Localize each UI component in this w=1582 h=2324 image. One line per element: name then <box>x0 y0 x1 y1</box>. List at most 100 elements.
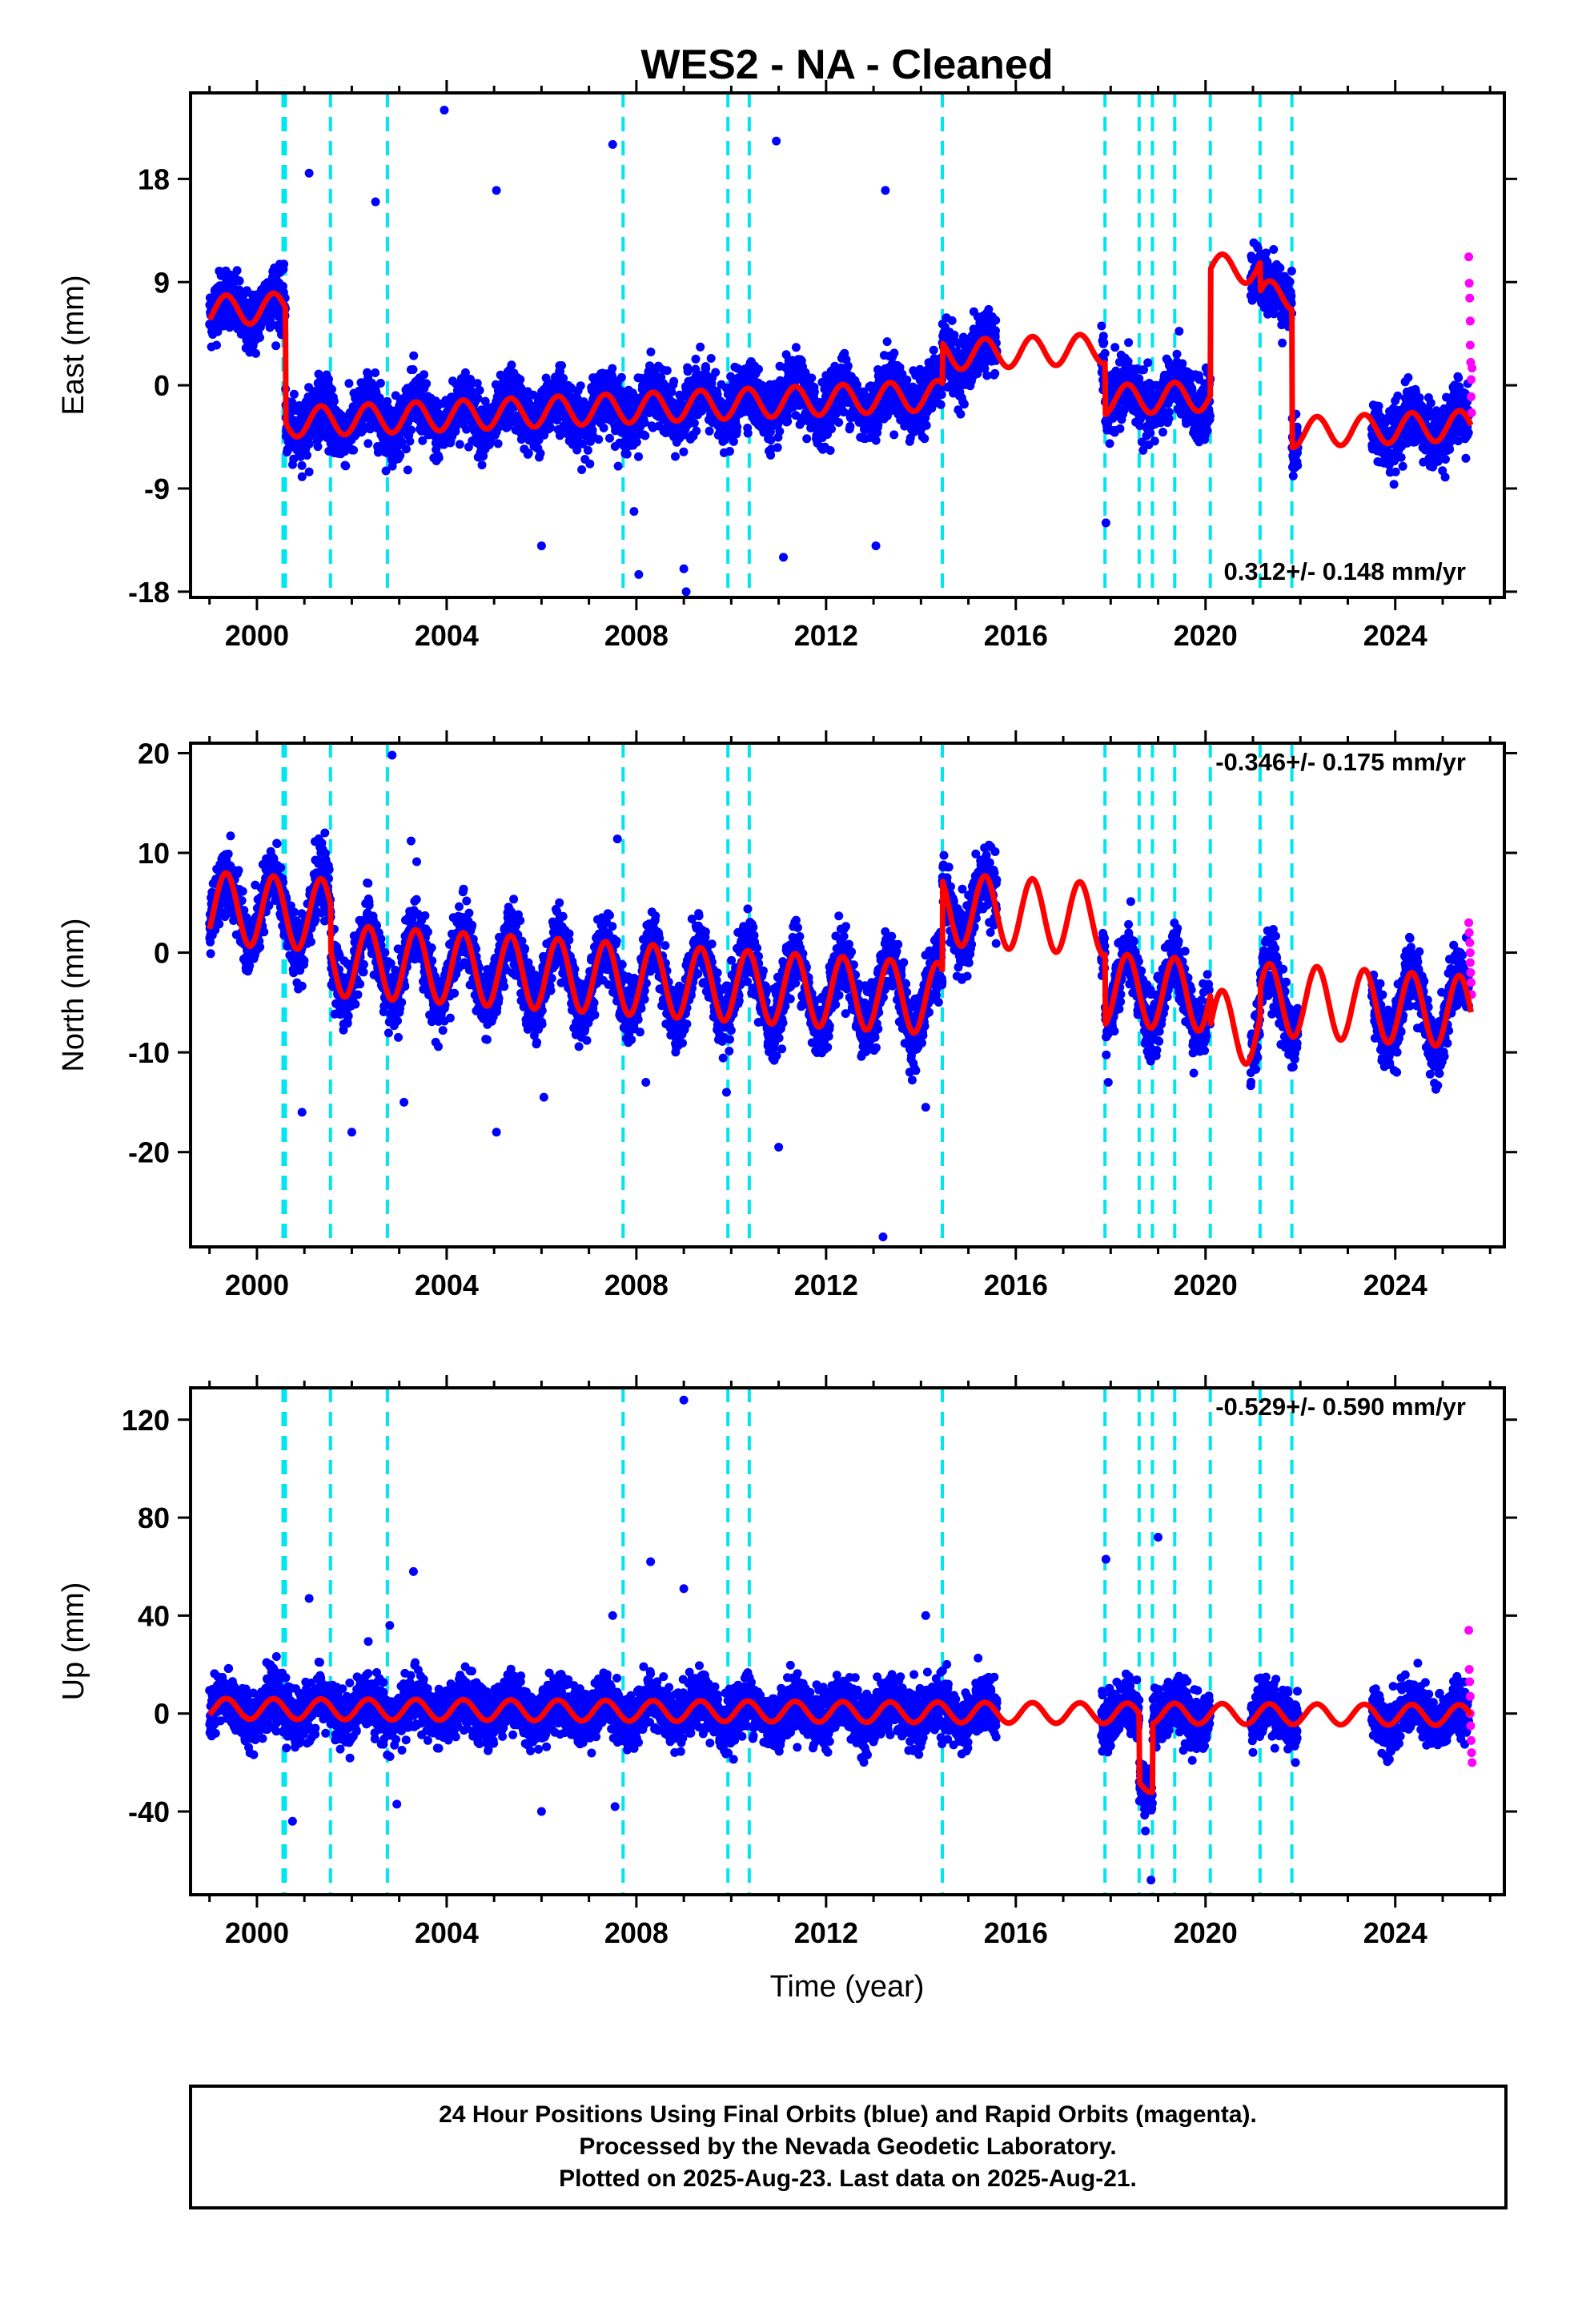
final-orbit-point <box>1123 356 1133 366</box>
final-orbit-point <box>691 354 701 364</box>
final-orbit-point <box>646 348 656 356</box>
final-orbit-point <box>329 396 339 406</box>
final-orbit-point <box>725 447 734 456</box>
final-orbit-point <box>418 436 428 445</box>
final-orbit-point <box>391 391 400 400</box>
final-orbit-point <box>212 340 221 350</box>
final-orbit-point <box>516 375 525 384</box>
final-orbit-point <box>937 390 946 400</box>
final-orbit-point <box>576 381 585 391</box>
final-orbit-point <box>265 323 275 332</box>
final-orbit-point <box>692 426 701 436</box>
final-orbit-point <box>434 453 444 463</box>
final-orbit-point <box>304 439 314 448</box>
final-orbit-point <box>341 461 351 471</box>
final-orbit-point <box>397 437 407 447</box>
final-orbit-point <box>255 333 264 342</box>
final-orbit-point <box>1288 471 1298 480</box>
final-orbit-point <box>381 466 391 476</box>
final-orbit-point <box>475 385 484 395</box>
final-orbit-point <box>956 409 966 419</box>
final-orbit-point <box>403 465 412 475</box>
final-orbit-point <box>773 443 782 452</box>
final-orbit-point <box>557 361 566 370</box>
final-orbit-point <box>791 343 801 352</box>
final-orbit-point <box>1100 348 1110 358</box>
final-orbit-point <box>235 276 244 286</box>
final-orbit-point <box>524 448 533 458</box>
final-orbit-point <box>251 348 260 358</box>
final-orbit-point <box>689 418 699 428</box>
final-orbit-point <box>1097 321 1106 331</box>
final-orbit-point <box>327 384 336 394</box>
final-orbit-point <box>616 372 626 382</box>
offset-lines <box>281 93 1294 597</box>
final-orbit-point <box>455 440 464 449</box>
final-orbit-point <box>583 445 592 455</box>
final-orbit-point <box>743 428 753 438</box>
final-orbit-point <box>683 367 693 376</box>
final-orbit-point <box>1293 460 1303 470</box>
final-orbit-point <box>1287 267 1296 275</box>
final-orbit-point <box>536 448 545 458</box>
final-orbit-point <box>599 423 608 432</box>
final-orbit-point <box>929 345 938 355</box>
final-orbit-point <box>889 348 899 358</box>
final-orbit-point <box>232 266 242 275</box>
final-orbit-point <box>729 436 738 446</box>
final-orbit-point <box>383 396 392 406</box>
final-orbit-point <box>363 439 373 448</box>
final-orbit-point <box>1269 245 1279 254</box>
final-orbit-point <box>783 416 793 426</box>
final-orbit-point <box>608 364 617 373</box>
final-orbit-point <box>1285 277 1295 287</box>
final-orbit-point <box>407 425 416 435</box>
final-orbit-point <box>669 376 679 386</box>
final-orbit-point <box>1158 428 1167 437</box>
final-orbit-point <box>1150 436 1159 446</box>
final-orbit-point <box>775 427 785 436</box>
final-orbit-point <box>706 354 716 363</box>
final-orbit-point <box>959 400 969 409</box>
final-orbit-point <box>754 364 763 374</box>
final-orbit-point <box>279 259 289 269</box>
final-orbit-point <box>1115 424 1125 433</box>
final-orbit-point <box>371 368 380 377</box>
final-orbit-point <box>1143 358 1153 368</box>
final-orbit-point <box>1164 408 1174 417</box>
final-orbit-point <box>324 375 333 384</box>
final-orbit-point <box>271 341 281 351</box>
final-orbit-point <box>422 379 432 388</box>
final-orbit-point <box>297 460 307 470</box>
final-orbit-point <box>871 436 881 445</box>
final-orbit-point <box>634 452 643 461</box>
final-orbit-point <box>902 375 912 384</box>
final-orbit-point <box>477 460 487 470</box>
final-orbit-point <box>991 326 1000 336</box>
final-orbit-point <box>304 467 314 476</box>
final-orbit-point <box>303 451 311 460</box>
final-orbit-point <box>705 426 714 436</box>
final-orbit-point <box>1172 349 1182 359</box>
final-orbit-point <box>349 445 359 455</box>
final-orbit-point <box>889 430 899 440</box>
final-orbit-point <box>921 420 931 430</box>
final-orbit-point <box>733 422 742 432</box>
final-orbit-point <box>1124 338 1134 348</box>
final-orbit-point <box>662 366 672 376</box>
final-orbit-point <box>396 451 405 460</box>
final-orbit-point <box>843 361 853 371</box>
final-orbit-point <box>809 387 819 396</box>
final-orbit-point <box>807 373 817 383</box>
final-orbit-point <box>845 421 855 431</box>
final-orbit-point <box>507 360 516 370</box>
chart-title: WES2 - NA - Cleaned <box>640 42 1053 88</box>
final-orbit-point <box>947 316 957 325</box>
final-orbit-point <box>990 368 1000 378</box>
final-orbit-point <box>802 434 812 444</box>
final-orbit-point <box>1146 428 1155 438</box>
final-orbit-point <box>375 393 384 403</box>
final-orbit-point <box>1110 343 1120 352</box>
final-orbit-point <box>605 433 614 443</box>
